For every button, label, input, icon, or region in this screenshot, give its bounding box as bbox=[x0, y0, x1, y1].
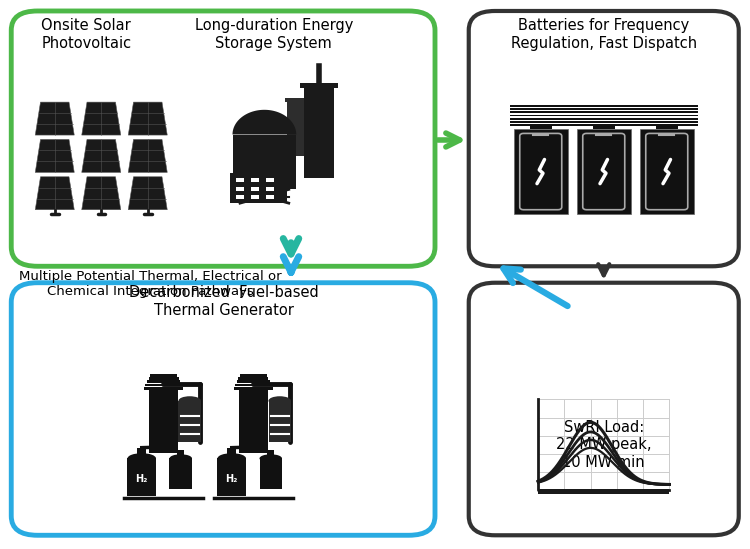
Ellipse shape bbox=[178, 396, 201, 405]
Polygon shape bbox=[128, 102, 167, 135]
Polygon shape bbox=[35, 177, 74, 210]
Bar bbox=[510, 105, 698, 107]
Bar bbox=[236, 178, 244, 182]
Text: Long-duration Energy
Storage System: Long-duration Energy Storage System bbox=[194, 18, 353, 51]
Polygon shape bbox=[82, 139, 121, 172]
Ellipse shape bbox=[170, 455, 192, 462]
Polygon shape bbox=[35, 139, 74, 172]
Text: H₂: H₂ bbox=[136, 474, 148, 484]
Text: Onsite Solar
Photovoltaic: Onsite Solar Photovoltaic bbox=[41, 18, 131, 51]
Text: Decarbonized  Fuel-based
Thermal Generator: Decarbonized Fuel-based Thermal Generato… bbox=[129, 285, 318, 318]
Bar bbox=[227, 447, 236, 454]
Bar bbox=[232, 135, 296, 189]
Bar bbox=[230, 173, 286, 203]
Bar bbox=[593, 125, 614, 129]
Bar bbox=[267, 450, 274, 455]
Bar bbox=[240, 374, 267, 377]
Bar bbox=[236, 195, 244, 199]
Bar bbox=[237, 380, 270, 383]
Polygon shape bbox=[35, 102, 74, 135]
Text: Multiple Potential Thermal, Electrical or
Chemical Integration Pathways: Multiple Potential Thermal, Electrical o… bbox=[19, 270, 281, 298]
Polygon shape bbox=[82, 102, 121, 135]
Bar bbox=[656, 125, 677, 129]
Bar bbox=[177, 450, 184, 455]
Text: SwRI Load:
22 MW peak,
10 MW min: SwRI Load: 22 MW peak, 10 MW min bbox=[556, 420, 652, 470]
Bar bbox=[266, 178, 274, 182]
Bar bbox=[170, 458, 192, 489]
Bar bbox=[514, 129, 568, 214]
Bar bbox=[268, 401, 291, 442]
Bar bbox=[128, 458, 156, 496]
Ellipse shape bbox=[217, 453, 246, 463]
Bar bbox=[538, 489, 669, 494]
Bar bbox=[137, 447, 146, 454]
FancyBboxPatch shape bbox=[11, 11, 435, 266]
Bar bbox=[239, 390, 268, 453]
Bar bbox=[577, 129, 631, 214]
Polygon shape bbox=[232, 110, 296, 135]
Polygon shape bbox=[128, 177, 167, 210]
Polygon shape bbox=[128, 139, 167, 172]
Bar bbox=[251, 178, 259, 182]
Bar bbox=[234, 387, 273, 390]
FancyBboxPatch shape bbox=[11, 283, 435, 535]
Bar bbox=[251, 187, 259, 191]
Ellipse shape bbox=[268, 396, 291, 405]
Bar bbox=[144, 387, 183, 390]
Text: Batteries for Frequency
Regulation, Fast Dispatch: Batteries for Frequency Regulation, Fast… bbox=[511, 18, 697, 51]
Bar bbox=[147, 380, 180, 383]
Bar bbox=[266, 195, 274, 199]
Bar bbox=[510, 121, 698, 123]
Bar bbox=[178, 401, 201, 442]
Bar bbox=[510, 111, 698, 113]
Bar bbox=[300, 83, 338, 88]
Ellipse shape bbox=[260, 455, 282, 462]
Bar bbox=[217, 458, 246, 496]
Bar bbox=[640, 129, 694, 214]
Bar bbox=[238, 377, 268, 380]
Bar bbox=[538, 400, 669, 490]
Bar bbox=[510, 124, 698, 126]
Bar bbox=[287, 102, 311, 156]
Bar bbox=[148, 377, 178, 380]
FancyBboxPatch shape bbox=[469, 283, 739, 535]
Bar bbox=[150, 374, 177, 377]
Bar bbox=[236, 187, 244, 191]
Polygon shape bbox=[82, 177, 121, 210]
Bar bbox=[285, 98, 314, 102]
Bar bbox=[510, 108, 698, 110]
FancyBboxPatch shape bbox=[469, 11, 739, 266]
Bar bbox=[510, 115, 698, 116]
Bar bbox=[530, 125, 551, 129]
Bar bbox=[304, 88, 334, 178]
Bar bbox=[251, 195, 259, 199]
Bar bbox=[236, 384, 272, 386]
Bar bbox=[146, 384, 182, 386]
Text: H₂: H₂ bbox=[226, 474, 238, 484]
Bar bbox=[149, 390, 178, 453]
Ellipse shape bbox=[128, 453, 156, 463]
Bar bbox=[510, 118, 698, 120]
Bar bbox=[266, 187, 274, 191]
Bar bbox=[260, 458, 282, 489]
